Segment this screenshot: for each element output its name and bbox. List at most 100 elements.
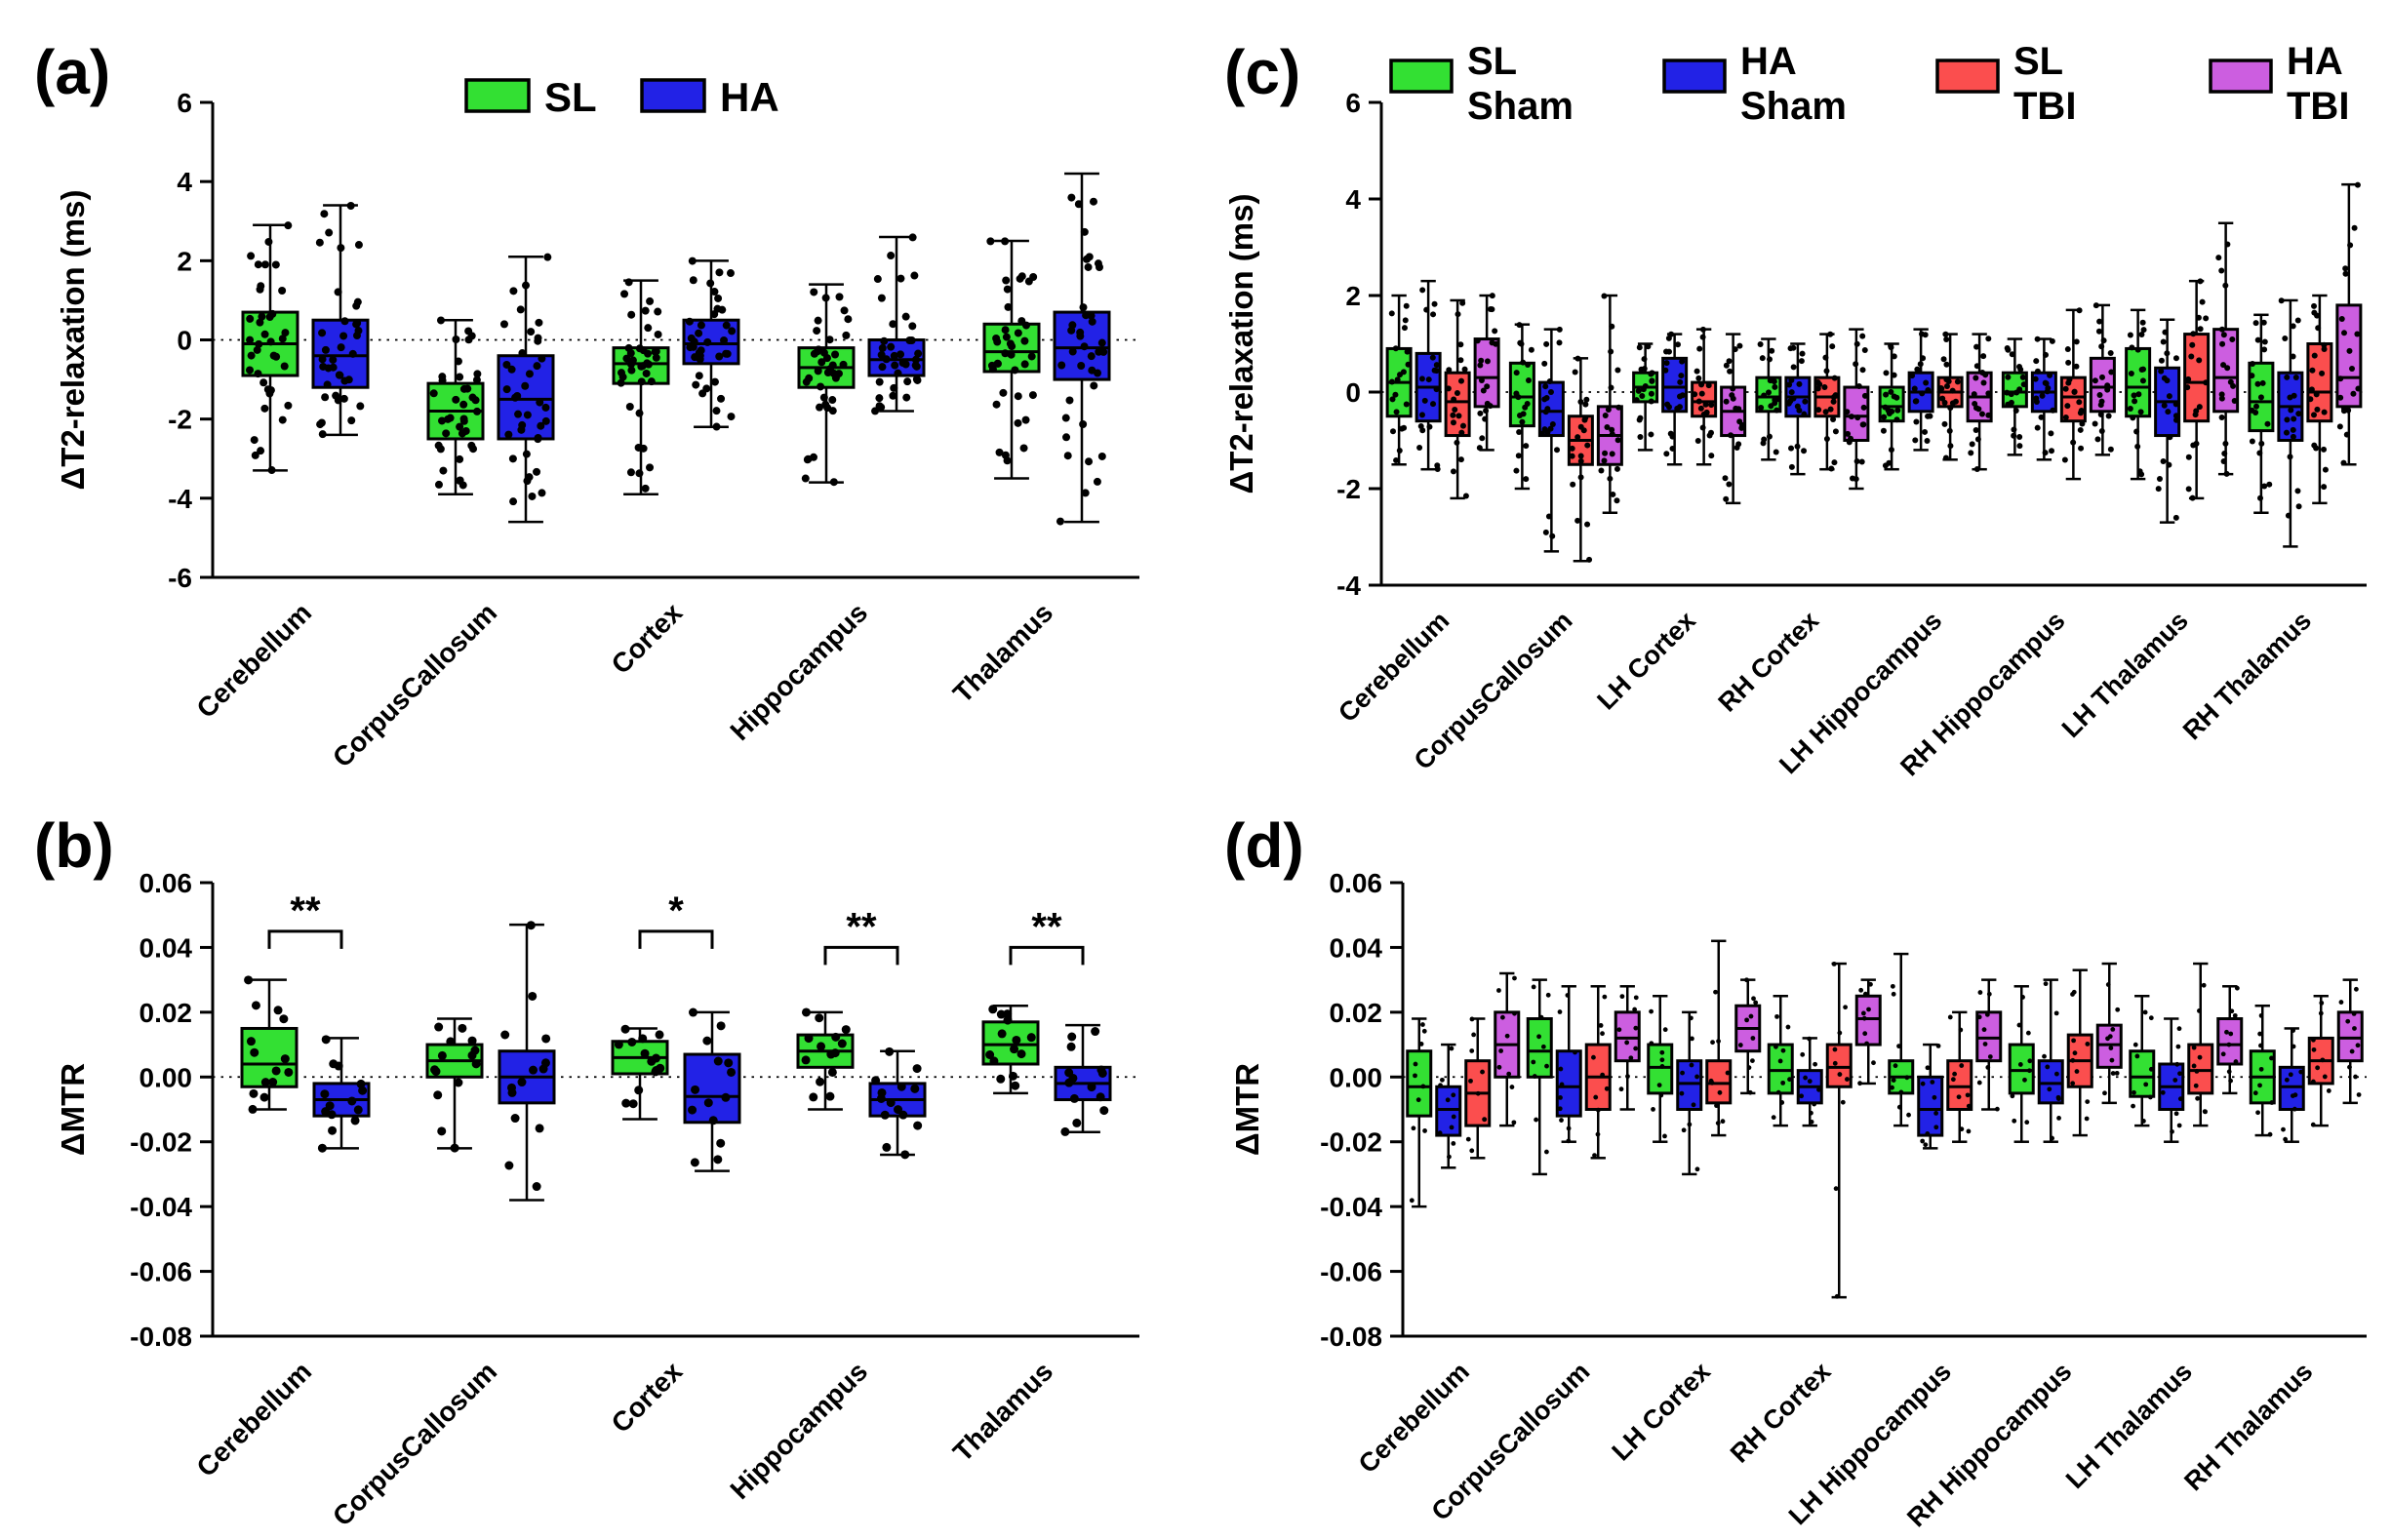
data-point: [1772, 383, 1778, 390]
data-point: [317, 1143, 327, 1153]
data-point: [1099, 347, 1108, 356]
legend-swatch: [1662, 59, 1727, 94]
data-point: [1454, 439, 1460, 446]
data-point: [472, 375, 481, 384]
data-point: [434, 480, 443, 489]
data-point: [1827, 406, 1834, 413]
data-point: [429, 389, 438, 398]
data-point: [2016, 443, 2023, 450]
data-point: [1020, 336, 1029, 345]
data-point: [1061, 414, 1070, 422]
data-point: [2056, 1115, 2061, 1121]
data-point: [340, 317, 349, 326]
legend-label: TBI: [2287, 85, 2349, 128]
data-point: [2138, 332, 2145, 338]
data-point: [880, 336, 889, 345]
data-point: [2224, 1029, 2229, 1035]
data-point: [1710, 1040, 1715, 1046]
data-point: [1853, 361, 1859, 368]
data-point: [1669, 445, 1676, 452]
data-point: [2055, 1094, 2061, 1100]
data-point: [1506, 1071, 1512, 1077]
data-point: [1496, 988, 1501, 993]
data-point: [2034, 368, 2041, 375]
data-point: [688, 257, 697, 265]
data-point: [1461, 366, 1468, 373]
data-point: [1402, 317, 1409, 324]
x-category-label: CorpusCallosum: [327, 1356, 502, 1531]
data-point: [2266, 481, 2273, 488]
data-point: [624, 278, 633, 287]
data-point: [1607, 475, 1614, 482]
data-point: [1947, 405, 1954, 412]
data-point: [2308, 386, 2315, 393]
data-point: [1689, 1015, 1694, 1021]
data-point: [1707, 429, 1714, 436]
data-point: [2158, 357, 2165, 364]
data-point: [1469, 1148, 1475, 1154]
data-point: [339, 394, 348, 403]
data-point: [459, 416, 468, 425]
data-point: [1774, 1013, 1779, 1019]
data-point: [996, 1074, 1006, 1084]
data-point: [329, 363, 338, 372]
data-point: [280, 362, 289, 371]
data-point: [1067, 193, 1076, 202]
data-point: [1659, 1057, 1665, 1063]
data-point: [1769, 347, 1775, 354]
data-point: [1736, 342, 1743, 349]
data-point: [1394, 376, 1401, 383]
data-point: [2284, 1077, 2290, 1083]
data-point: [2260, 319, 2267, 326]
data-point: [2160, 338, 2167, 345]
data-point: [2165, 409, 2172, 415]
data-point: [2073, 338, 2080, 345]
data-point: [1066, 1042, 1076, 1051]
data-point: [1003, 1015, 1013, 1025]
significance-bracket: [638, 929, 714, 949]
data-point: [1014, 329, 1022, 337]
data-point: [535, 1124, 544, 1133]
data-point: [835, 293, 844, 301]
data-point: [2218, 267, 2225, 274]
data-point: [1966, 1103, 1972, 1109]
data-point: [1978, 411, 1985, 417]
box: [1917, 1075, 1944, 1137]
data-point: [831, 350, 840, 359]
data-point: [839, 360, 848, 369]
data-point: [2258, 440, 2265, 447]
data-point: [1890, 983, 1895, 989]
data-point: [1687, 1122, 1693, 1127]
data-point: [247, 252, 256, 260]
data-point: [1680, 1070, 1685, 1076]
data-point: [1980, 353, 1987, 360]
data-point: [2132, 1042, 2138, 1047]
data-point: [2134, 346, 2141, 353]
data-point: [1750, 1036, 1756, 1041]
data-point: [2110, 1026, 2116, 1032]
data-point: [1076, 328, 1085, 336]
data-point: [1637, 433, 1644, 440]
data-point: [1981, 1027, 1987, 1033]
data-point: [2053, 1010, 2059, 1016]
data-point: [2226, 1042, 2232, 1047]
data-point: [1956, 1094, 1962, 1100]
data-point: [1699, 326, 1706, 333]
data-point: [1618, 1086, 1624, 1092]
y-tick-label: 6: [1345, 88, 1361, 118]
data-point: [1513, 390, 1520, 397]
data-point: [627, 1037, 637, 1046]
data-point: [1906, 1112, 1911, 1118]
data-point: [2076, 399, 2083, 406]
data-point: [320, 1089, 330, 1099]
data-point: [1079, 303, 1088, 312]
data-point: [1827, 331, 1834, 337]
data-point: [829, 478, 838, 487]
data-point: [2318, 1010, 2324, 1016]
data-point: [1457, 341, 1464, 348]
data-point: [1696, 345, 1703, 352]
data-point: [1484, 400, 1491, 407]
data-point: [1554, 447, 1561, 454]
data-point: [2140, 327, 2147, 334]
data-point: [1751, 996, 1756, 1002]
